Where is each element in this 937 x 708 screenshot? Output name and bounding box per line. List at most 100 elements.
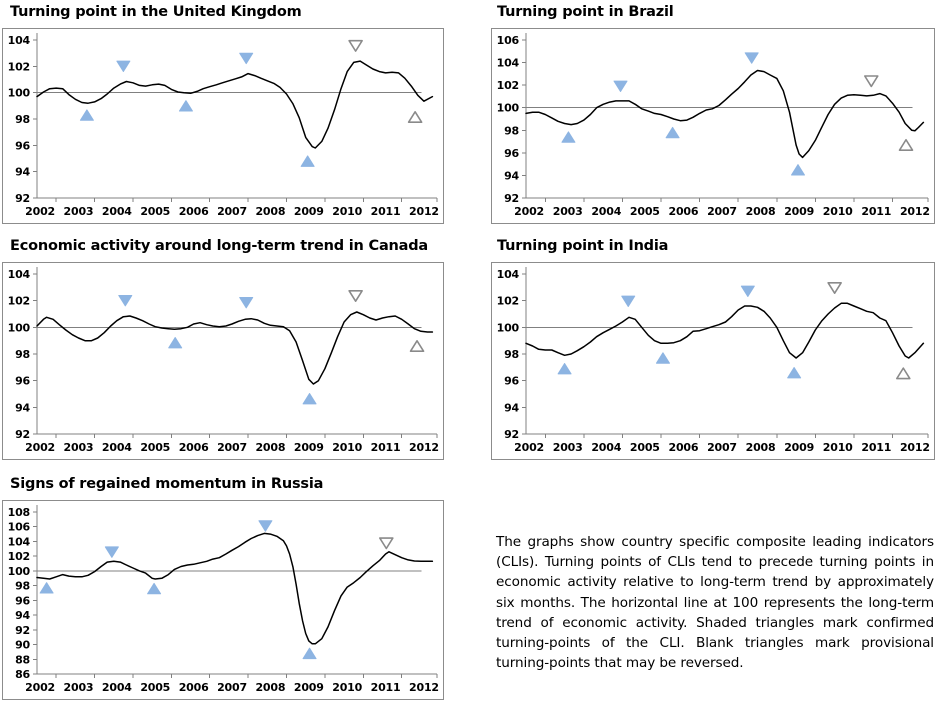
- provisional-triangle-down-marker: [863, 75, 879, 88]
- x-tick-label: 2002: [514, 441, 544, 454]
- provisional-triangle-up-marker: [896, 367, 911, 380]
- x-tick-label: 2009: [784, 205, 814, 218]
- y-tick-label: 100: [8, 565, 31, 578]
- x-tick-label: 2008: [746, 441, 776, 454]
- x-tick-label: 2003: [64, 681, 94, 694]
- y-tick-label: 96: [504, 147, 519, 160]
- chart-title-russia: Signs of regained momentum in Russia: [10, 476, 324, 492]
- x-tick-label: 2004: [591, 441, 621, 454]
- provisional-triangle-up-marker: [409, 340, 425, 352]
- x-tick-label: 2008: [746, 205, 776, 218]
- x-tick-label: 2006: [179, 205, 209, 218]
- confirmed-triangle-down-marker: [118, 294, 133, 307]
- x-tick-label: 2010: [332, 681, 362, 694]
- y-tick-label: 106: [8, 521, 31, 534]
- y-tick-label: 102: [8, 60, 30, 73]
- cli-series-line: [525, 302, 925, 359]
- chart-box-united-kingdom: 92 94 96 98 100 102 104 2002 2003 2004 2005 2006 200…: [2, 28, 444, 224]
- x-tick-label: 2005: [630, 441, 660, 454]
- x-tick-label: 2012: [900, 205, 930, 218]
- confirmed-triangle-up-marker: [178, 100, 193, 112]
- y-tick-label: 106: [497, 34, 520, 47]
- y-tick-label: 104: [8, 34, 31, 47]
- confirmed-triangle-down-marker: [740, 285, 755, 298]
- x-tick-label: 2007: [217, 441, 247, 454]
- x-tick-label: 2012: [409, 441, 439, 454]
- x-tick-label: 2005: [140, 205, 170, 218]
- x-tick-label: 2011: [861, 205, 891, 218]
- confirmed-triangle-down-marker: [239, 52, 254, 65]
- confirmed-triangle-up-marker: [79, 109, 94, 121]
- x-tick-label: 2009: [784, 441, 814, 454]
- confirmed-triangle-down-marker: [744, 52, 759, 64]
- y-tick-label: 100: [497, 321, 520, 334]
- chart-title-united-kingdom: Turning point in the United Kingdom: [10, 4, 302, 20]
- x-tick-label: 2011: [861, 441, 891, 454]
- chart-title-brazil: Turning point in Brazil: [497, 4, 674, 20]
- x-tick-label: 2002: [25, 441, 55, 454]
- x-tick-label: 2004: [102, 681, 132, 694]
- x-tick-label: 2010: [823, 441, 853, 454]
- y-tick-label: 92: [15, 428, 30, 441]
- y-tick-label: 92: [504, 428, 519, 441]
- x-tick-label: 2006: [179, 681, 209, 694]
- confirmed-triangle-up-marker: [787, 366, 802, 379]
- x-tick-label: 2005: [140, 441, 170, 454]
- chart-box-india: 92 94 96 98 100 102 104 2002 2003 2004 2005 2006 200…: [491, 262, 935, 460]
- y-tick-label: 98: [15, 580, 30, 593]
- confirmed-triangle-up-marker: [665, 126, 680, 139]
- confirmed-triangle-up-marker: [39, 582, 54, 594]
- x-tick-label: 2003: [64, 441, 94, 454]
- confirmed-triangle-up-marker: [790, 164, 805, 176]
- confirmed-triangle-up-marker: [302, 392, 317, 405]
- confirmed-triangle-down-marker: [104, 546, 119, 558]
- x-tick-label: 2004: [102, 205, 132, 218]
- chart-plot-brazil: 92 94 96 98 100 102 104 106 2002 2003 2004 2005 2006…: [497, 33, 930, 218]
- x-tick-label: 2002: [25, 205, 55, 218]
- provisional-triangle-down-marker: [348, 39, 363, 52]
- chart-box-canada: 92 94 96 98 100 102 104 2002 2003 2004 2005 2006 200…: [2, 262, 444, 460]
- x-tick-label: 2008: [255, 205, 285, 218]
- y-tick-label: 98: [504, 348, 519, 361]
- y-tick-label: 94: [15, 609, 30, 622]
- y-tick-label: 98: [15, 348, 30, 361]
- x-tick-label: 2009: [294, 441, 324, 454]
- confirmed-triangle-up-marker: [557, 362, 572, 375]
- y-tick-label: 94: [504, 169, 519, 182]
- y-tick-label: 102: [8, 295, 30, 308]
- chart-title-canada: Economic activity around long-term trend…: [10, 238, 429, 254]
- x-tick-label: 2007: [217, 205, 247, 218]
- y-tick-label: 88: [15, 653, 30, 666]
- x-tick-label: 2003: [553, 441, 583, 454]
- y-tick-label: 86: [15, 668, 30, 681]
- x-tick-label: 2011: [371, 205, 401, 218]
- y-tick-label: 94: [504, 401, 519, 414]
- y-tick-label: 96: [15, 375, 30, 388]
- x-tick-label: 2007: [217, 681, 247, 694]
- x-tick-label: 2006: [668, 441, 698, 454]
- chart-box-brazil: 92 94 96 98 100 102 104 106 2002 2003 2004 2005 2006…: [491, 28, 935, 224]
- y-tick-label: 100: [497, 102, 520, 115]
- chart-plot-canada: 92 94 96 98 100 102 104 2002 2003 2004 2005 2006 200…: [8, 267, 439, 454]
- y-tick-label: 98: [504, 124, 519, 137]
- x-tick-label: 2008: [255, 681, 285, 694]
- provisional-triangle-up-marker: [898, 138, 914, 151]
- x-tick-label: 2011: [371, 681, 401, 694]
- provisional-triangle-down-marker: [379, 537, 394, 550]
- confirmed-triangle-up-marker: [561, 131, 576, 143]
- confirmed-triangle-up-marker: [302, 647, 317, 660]
- x-tick-label: 2009: [294, 205, 324, 218]
- x-tick-label: 2012: [409, 681, 439, 694]
- confirmed-triangle-up-marker: [168, 336, 183, 349]
- chart-plot-united-kingdom: 92 94 96 98 100 102 104 2002 2003 2004 2005 2006 200…: [8, 33, 439, 218]
- confirmed-triangle-up-marker: [655, 352, 670, 364]
- cli-series-line: [525, 69, 925, 159]
- confirmed-triangle-down-marker: [258, 520, 273, 532]
- x-tick-label: 2012: [900, 441, 930, 454]
- y-tick-label: 92: [15, 624, 30, 637]
- y-tick-label: 96: [15, 594, 30, 607]
- figure-note: The graphs show country specific composi…: [496, 534, 934, 672]
- x-tick-label: 2002: [25, 681, 55, 694]
- y-tick-label: 98: [15, 113, 30, 126]
